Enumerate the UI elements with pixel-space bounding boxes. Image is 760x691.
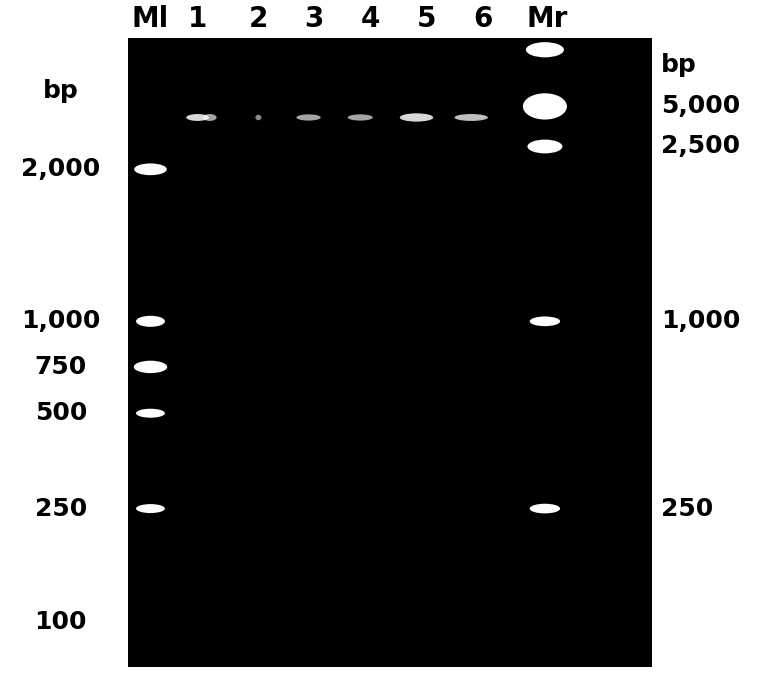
Ellipse shape [454,114,488,121]
Text: 3: 3 [304,6,324,33]
Text: 5: 5 [416,6,436,33]
Text: 2,000: 2,000 [21,158,100,181]
Text: 2,500: 2,500 [661,135,740,158]
Text: 2: 2 [249,6,268,33]
Ellipse shape [135,163,167,176]
Text: 6: 6 [473,6,492,33]
Ellipse shape [255,115,261,120]
Text: Mr: Mr [527,6,568,33]
Ellipse shape [186,114,209,121]
Ellipse shape [136,409,165,417]
Ellipse shape [523,93,567,120]
Text: 1,000: 1,000 [21,310,100,333]
Bar [128,38,652,667]
Ellipse shape [136,316,165,327]
Text: 250: 250 [35,497,87,520]
Text: 750: 750 [35,355,87,379]
Ellipse shape [400,113,433,122]
Text: 4: 4 [360,6,380,33]
Ellipse shape [347,115,373,121]
Text: 5,000: 5,000 [661,95,740,118]
Text: 1: 1 [188,6,207,33]
Ellipse shape [527,140,562,153]
Text: bp: bp [43,79,79,103]
Ellipse shape [526,42,564,57]
Ellipse shape [296,115,321,121]
Text: 1,000: 1,000 [661,310,740,333]
Ellipse shape [134,361,167,373]
Ellipse shape [530,316,560,326]
Text: Ml: Ml [131,6,169,33]
Ellipse shape [136,504,165,513]
Text: 500: 500 [35,401,87,425]
Text: bp: bp [661,53,697,77]
Text: 100: 100 [34,610,87,634]
Ellipse shape [530,504,560,513]
Ellipse shape [203,114,217,121]
Text: 250: 250 [661,497,714,520]
